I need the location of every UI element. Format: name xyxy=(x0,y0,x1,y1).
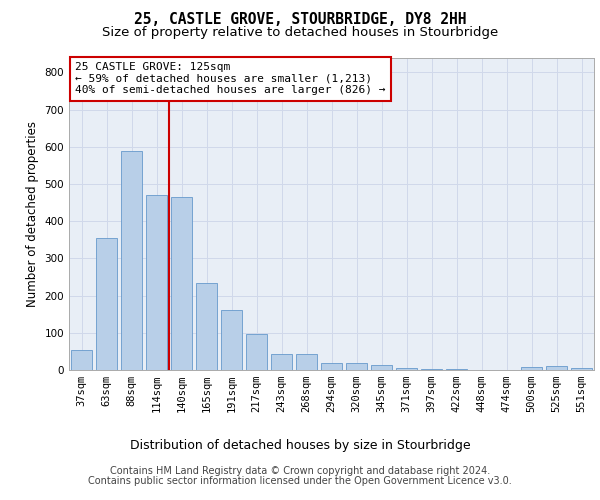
Text: 25 CASTLE GROVE: 125sqm
← 59% of detached houses are smaller (1,213)
40% of semi: 25 CASTLE GROVE: 125sqm ← 59% of detache… xyxy=(76,62,386,96)
Text: Size of property relative to detached houses in Stourbridge: Size of property relative to detached ho… xyxy=(102,26,498,39)
Bar xyxy=(196,282,217,370)
Bar xyxy=(171,197,192,370)
Bar xyxy=(246,334,267,370)
Bar xyxy=(121,150,142,370)
Bar xyxy=(296,354,317,370)
Text: 25, CASTLE GROVE, STOURBRIDGE, DY8 2HH: 25, CASTLE GROVE, STOURBRIDGE, DY8 2HH xyxy=(134,12,466,28)
Text: Contains HM Land Registry data © Crown copyright and database right 2024.: Contains HM Land Registry data © Crown c… xyxy=(110,466,490,476)
Bar xyxy=(346,362,367,370)
Bar xyxy=(321,362,342,370)
Bar xyxy=(571,368,592,370)
Bar xyxy=(521,367,542,370)
Bar xyxy=(546,366,567,370)
Bar xyxy=(271,354,292,370)
Text: Distribution of detached houses by size in Stourbridge: Distribution of detached houses by size … xyxy=(130,440,470,452)
Bar xyxy=(421,368,442,370)
Bar xyxy=(371,365,392,370)
Bar xyxy=(146,195,167,370)
Bar xyxy=(71,350,92,370)
Y-axis label: Number of detached properties: Number of detached properties xyxy=(26,120,39,306)
Text: Contains public sector information licensed under the Open Government Licence v3: Contains public sector information licen… xyxy=(88,476,512,486)
Bar xyxy=(96,238,117,370)
Bar xyxy=(221,310,242,370)
Bar xyxy=(396,368,417,370)
